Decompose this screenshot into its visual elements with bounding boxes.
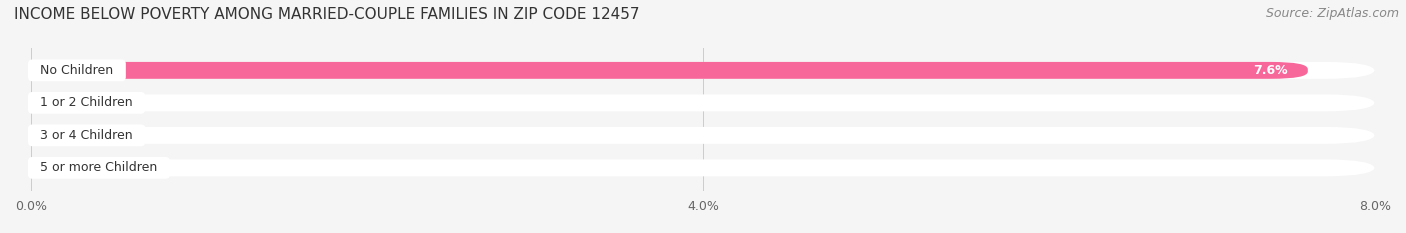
FancyBboxPatch shape [31,127,1375,144]
Text: 0.0%: 0.0% [96,161,128,174]
FancyBboxPatch shape [31,94,84,111]
FancyBboxPatch shape [31,62,1375,79]
Text: 0.0%: 0.0% [96,129,128,142]
FancyBboxPatch shape [31,62,1308,79]
Text: 0.0%: 0.0% [96,96,128,109]
Text: 1 or 2 Children: 1 or 2 Children [32,96,141,109]
Text: 3 or 4 Children: 3 or 4 Children [32,129,141,142]
FancyBboxPatch shape [31,159,1375,176]
Text: 7.6%: 7.6% [1253,64,1288,77]
FancyBboxPatch shape [31,94,1375,111]
FancyBboxPatch shape [31,127,84,144]
FancyBboxPatch shape [31,159,84,176]
Text: INCOME BELOW POVERTY AMONG MARRIED-COUPLE FAMILIES IN ZIP CODE 12457: INCOME BELOW POVERTY AMONG MARRIED-COUPL… [14,7,640,22]
Text: No Children: No Children [32,64,121,77]
Text: Source: ZipAtlas.com: Source: ZipAtlas.com [1265,7,1399,20]
Text: 5 or more Children: 5 or more Children [32,161,166,174]
